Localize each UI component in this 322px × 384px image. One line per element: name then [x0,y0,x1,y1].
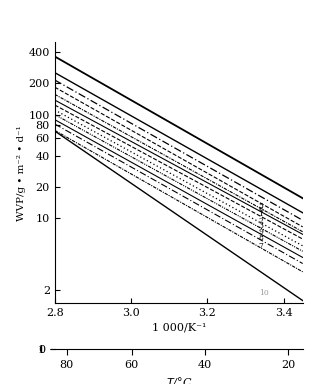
Text: 1: 1 [258,210,263,218]
Text: 6: 6 [258,205,263,214]
Y-axis label: WVP/g • m⁻² • d⁻¹: WVP/g • m⁻² • d⁻¹ [17,125,26,221]
Text: 9: 9 [258,228,263,236]
Text: 7: 7 [258,242,263,250]
Text: 8: 8 [258,234,263,242]
Text: 5: 5 [258,202,263,210]
Text: 2: 2 [258,217,263,225]
X-axis label: 1 000/K⁻¹: 1 000/K⁻¹ [152,323,206,333]
X-axis label: $T$/°C: $T$/°C [166,376,192,384]
Text: 3: 3 [258,222,263,230]
Text: 10: 10 [259,289,269,296]
